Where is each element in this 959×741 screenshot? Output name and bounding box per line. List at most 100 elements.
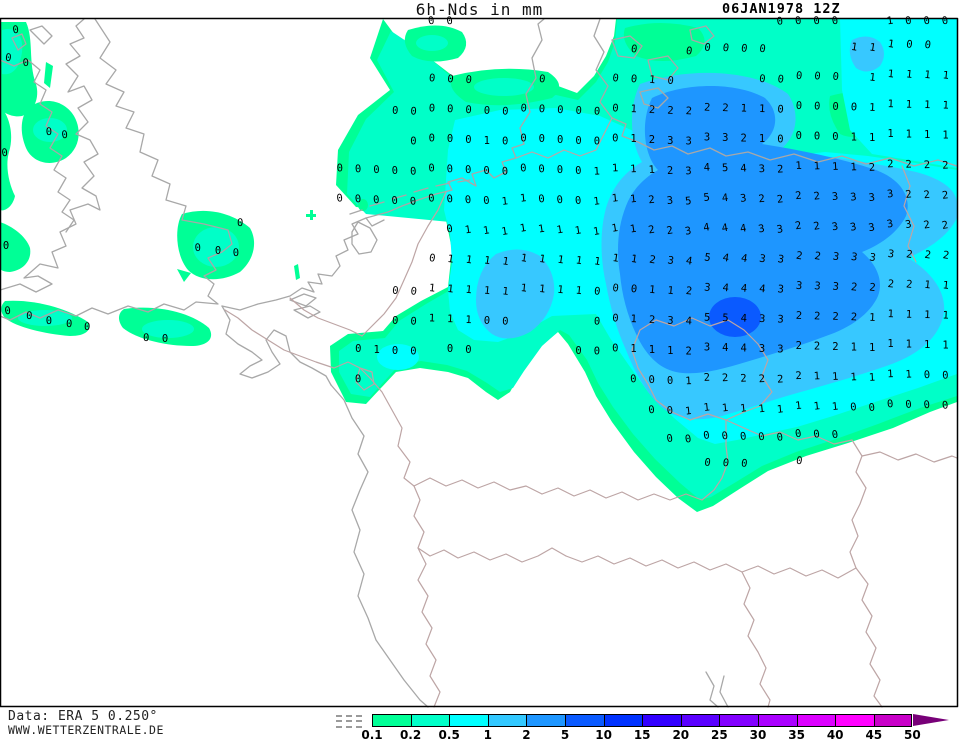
svg-text:1: 1 (906, 98, 913, 110)
svg-text:3: 3 (814, 280, 822, 293)
svg-text:0: 0 (410, 315, 417, 327)
svg-text:5: 5 (685, 195, 693, 208)
svg-text:2: 2 (832, 311, 839, 323)
svg-text:2: 2 (923, 219, 931, 232)
svg-text:3: 3 (759, 313, 766, 325)
legend-tick-label: 10 (595, 728, 612, 741)
svg-text:1: 1 (887, 128, 893, 140)
svg-text:0: 0 (502, 105, 509, 117)
svg-text:0: 0 (667, 375, 674, 387)
svg-text:0: 0 (594, 136, 600, 148)
svg-text:4: 4 (722, 342, 728, 354)
svg-text:0: 0 (575, 105, 582, 117)
svg-text:0: 0 (446, 193, 454, 206)
svg-text:1: 1 (906, 129, 912, 141)
svg-text:3: 3 (831, 220, 839, 233)
svg-text:0: 0 (446, 163, 453, 175)
svg-text:0: 0 (428, 252, 436, 265)
svg-text:2: 2 (794, 220, 802, 233)
svg-text:2: 2 (722, 372, 729, 384)
svg-text:1: 1 (483, 254, 491, 267)
svg-text:3: 3 (704, 281, 712, 294)
svg-text:0: 0 (832, 71, 840, 84)
svg-text:2: 2 (905, 158, 912, 170)
svg-text:1: 1 (721, 402, 729, 415)
svg-text:0: 0 (557, 164, 564, 176)
svg-text:2: 2 (722, 102, 729, 114)
svg-text:0: 0 (392, 285, 400, 298)
svg-text:0: 0 (777, 134, 783, 146)
svg-text:0: 0 (465, 134, 471, 146)
legend-band (835, 714, 874, 727)
svg-text:3: 3 (777, 253, 785, 266)
svg-text:1: 1 (887, 308, 894, 320)
svg-text:1: 1 (501, 195, 509, 208)
svg-text:0: 0 (814, 130, 820, 142)
svg-text:2: 2 (795, 370, 802, 382)
svg-text:1: 1 (428, 312, 435, 324)
svg-text:1: 1 (537, 223, 545, 236)
svg-text:0: 0 (667, 75, 675, 88)
svg-text:3: 3 (685, 135, 691, 147)
svg-text:3: 3 (704, 132, 710, 144)
svg-text:4: 4 (722, 282, 730, 295)
svg-text:1: 1 (465, 314, 472, 326)
svg-text:2: 2 (850, 311, 857, 323)
svg-text:2: 2 (905, 248, 913, 261)
svg-text:0: 0 (594, 315, 601, 327)
svg-text:0: 0 (410, 105, 417, 117)
svg-text:0: 0 (703, 41, 711, 54)
svg-text:4: 4 (703, 162, 710, 174)
data-source-label: Data: ERA 5 0.250° (8, 709, 158, 724)
svg-text:0: 0 (84, 321, 91, 333)
svg-text:1: 1 (592, 225, 600, 238)
svg-text:0: 0 (391, 195, 399, 208)
svg-text:0: 0 (594, 346, 600, 358)
svg-text:4: 4 (740, 282, 748, 295)
svg-text:2: 2 (795, 310, 802, 322)
svg-text:1: 1 (869, 41, 877, 54)
svg-text:3: 3 (795, 280, 803, 293)
svg-text:0: 0 (392, 345, 398, 357)
svg-text:0: 0 (428, 102, 435, 114)
svg-text:1: 1 (869, 102, 876, 114)
svg-text:3: 3 (777, 283, 785, 296)
svg-text:1: 1 (575, 285, 583, 298)
svg-text:4: 4 (721, 222, 729, 235)
svg-text:3: 3 (869, 251, 877, 264)
svg-text:1: 1 (667, 285, 675, 298)
svg-text:2: 2 (869, 281, 877, 294)
svg-text:0: 0 (684, 433, 692, 446)
svg-text:1: 1 (593, 195, 601, 208)
svg-text:0: 0 (794, 428, 802, 441)
svg-text:2: 2 (923, 189, 931, 202)
svg-text:2: 2 (758, 373, 765, 385)
svg-text:1: 1 (520, 282, 528, 295)
svg-text:1: 1 (942, 130, 948, 142)
svg-text:0: 0 (574, 195, 582, 208)
svg-text:3: 3 (868, 191, 876, 204)
legend-tick-label: 5 (560, 728, 570, 741)
svg-text:0: 0 (814, 70, 822, 83)
svg-text:1: 1 (630, 343, 636, 355)
svg-text:3: 3 (850, 191, 858, 204)
svg-text:1: 1 (942, 69, 950, 82)
svg-text:0: 0 (26, 310, 33, 322)
svg-text:0: 0 (795, 100, 802, 112)
svg-text:2: 2 (649, 314, 656, 326)
svg-text:0: 0 (648, 374, 655, 386)
legend-band (796, 714, 836, 727)
svg-text:2: 2 (850, 281, 858, 294)
svg-text:1: 1 (557, 284, 565, 297)
svg-text:1: 1 (502, 255, 510, 268)
svg-text:2: 2 (813, 220, 821, 233)
legend-band (449, 714, 488, 727)
svg-text:0: 0 (3, 240, 9, 252)
svg-text:0: 0 (483, 315, 490, 327)
svg-text:1: 1 (648, 164, 655, 176)
svg-text:2: 2 (941, 219, 949, 232)
svg-text:3: 3 (777, 344, 783, 356)
svg-text:2: 2 (887, 278, 895, 291)
svg-text:2: 2 (777, 163, 784, 175)
